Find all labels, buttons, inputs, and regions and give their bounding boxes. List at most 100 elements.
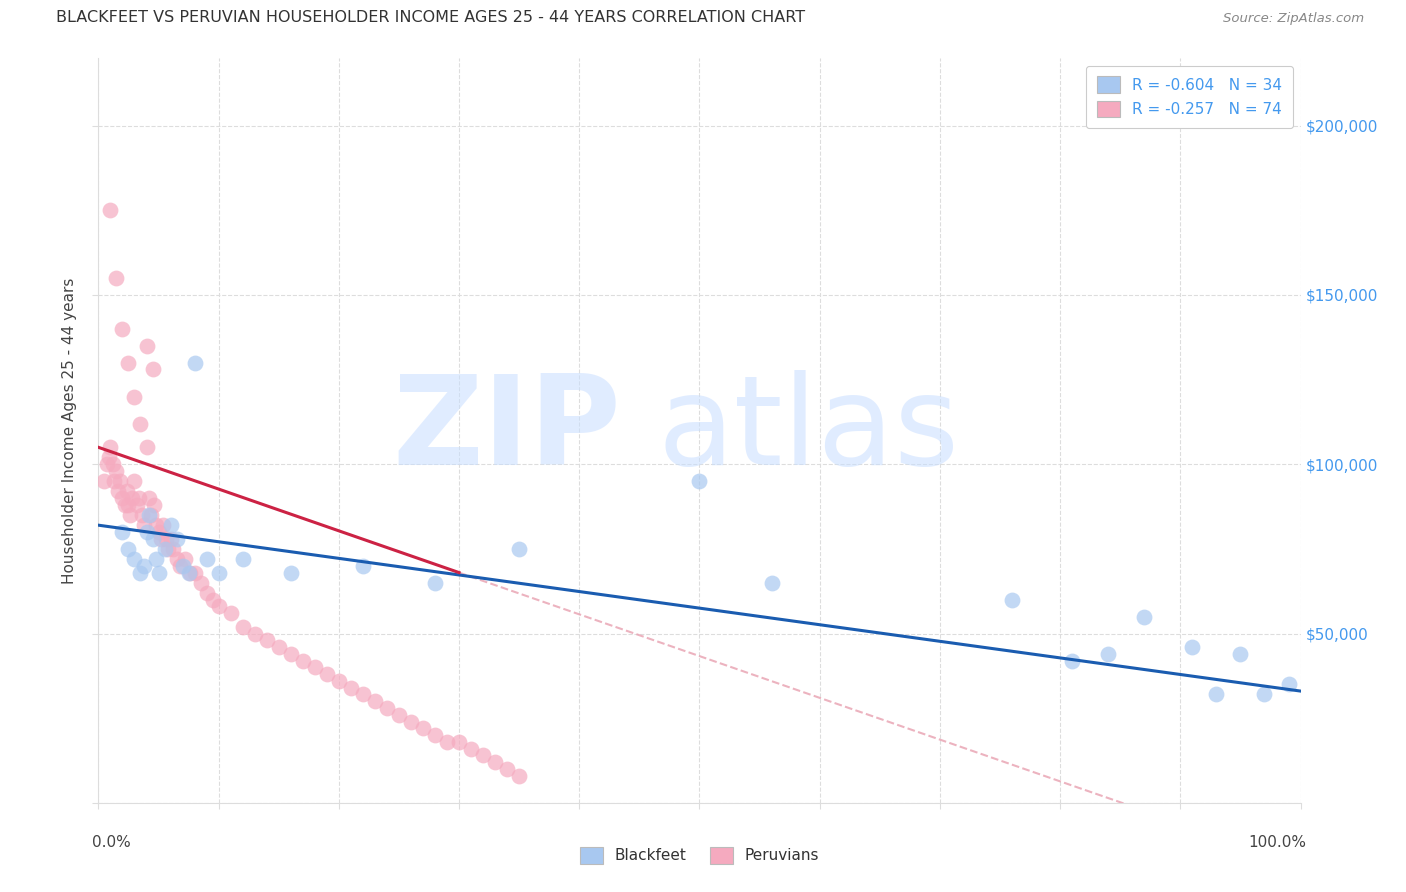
Text: Source: ZipAtlas.com: Source: ZipAtlas.com bbox=[1223, 12, 1364, 25]
Point bbox=[135, 524, 157, 539]
Point bbox=[232, 552, 254, 566]
Point bbox=[256, 633, 278, 648]
Point bbox=[166, 552, 188, 566]
Point bbox=[280, 566, 302, 580]
Point bbox=[352, 688, 374, 702]
Point bbox=[129, 417, 152, 431]
Point bbox=[423, 575, 446, 590]
Point bbox=[131, 508, 153, 522]
Point bbox=[105, 464, 128, 478]
Point bbox=[98, 450, 121, 465]
Point bbox=[340, 681, 363, 695]
Text: 100.0%: 100.0% bbox=[1249, 836, 1306, 850]
Point bbox=[423, 728, 446, 742]
Point bbox=[100, 440, 122, 454]
Point bbox=[124, 390, 146, 404]
Point bbox=[219, 606, 242, 620]
Point bbox=[472, 748, 495, 763]
Point bbox=[436, 735, 458, 749]
Point bbox=[508, 541, 530, 556]
Point bbox=[166, 532, 188, 546]
Point bbox=[1062, 654, 1084, 668]
Point bbox=[315, 667, 337, 681]
Point bbox=[141, 532, 163, 546]
Point bbox=[201, 592, 224, 607]
Point bbox=[159, 532, 181, 546]
Point bbox=[142, 498, 165, 512]
Point bbox=[352, 558, 374, 573]
Point bbox=[1097, 647, 1119, 661]
Point bbox=[1001, 592, 1024, 607]
Point bbox=[148, 566, 170, 580]
Point bbox=[114, 498, 136, 512]
Point bbox=[135, 339, 157, 353]
Point bbox=[1181, 640, 1204, 654]
Point bbox=[232, 620, 254, 634]
Point bbox=[101, 457, 124, 471]
Text: ZIP: ZIP bbox=[392, 370, 621, 491]
Point bbox=[117, 484, 139, 499]
Point bbox=[447, 735, 470, 749]
Text: BLACKFEET VS PERUVIAN HOUSEHOLDER INCOME AGES 25 - 44 YEARS CORRELATION CHART: BLACKFEET VS PERUVIAN HOUSEHOLDER INCOME… bbox=[56, 11, 806, 25]
Point bbox=[304, 660, 326, 674]
Point bbox=[169, 558, 191, 573]
Legend: Blackfeet, Peruvians: Blackfeet, Peruvians bbox=[574, 841, 825, 870]
Point bbox=[689, 474, 711, 488]
Point bbox=[117, 356, 139, 370]
Point bbox=[117, 498, 139, 512]
Point bbox=[132, 558, 155, 573]
Point bbox=[118, 508, 141, 522]
Point bbox=[190, 575, 212, 590]
Point bbox=[141, 362, 163, 376]
Point bbox=[1229, 647, 1251, 661]
Text: atlas: atlas bbox=[658, 370, 959, 491]
Point bbox=[155, 532, 177, 546]
Point bbox=[141, 508, 163, 522]
Point bbox=[195, 552, 218, 566]
Point bbox=[179, 566, 201, 580]
Point bbox=[128, 491, 150, 505]
Point bbox=[125, 498, 148, 512]
Point bbox=[183, 566, 205, 580]
Point bbox=[484, 755, 506, 769]
Point bbox=[375, 701, 398, 715]
Point bbox=[174, 552, 197, 566]
Point bbox=[111, 322, 134, 336]
Point bbox=[145, 518, 167, 533]
Point bbox=[496, 762, 519, 776]
Point bbox=[93, 474, 115, 488]
Point bbox=[460, 741, 482, 756]
Point bbox=[149, 532, 172, 546]
Point bbox=[132, 518, 155, 533]
Point bbox=[399, 714, 422, 729]
Point bbox=[243, 626, 266, 640]
Point bbox=[412, 721, 434, 735]
Point bbox=[117, 541, 139, 556]
Point bbox=[111, 524, 134, 539]
Point bbox=[388, 707, 411, 722]
Point bbox=[111, 491, 134, 505]
Y-axis label: Householder Income Ages 25 - 44 years: Householder Income Ages 25 - 44 years bbox=[62, 277, 77, 583]
Point bbox=[135, 440, 157, 454]
Point bbox=[157, 541, 180, 556]
Point bbox=[145, 552, 167, 566]
Point bbox=[108, 474, 131, 488]
Point bbox=[177, 566, 200, 580]
Point bbox=[152, 518, 174, 533]
Point bbox=[159, 518, 181, 533]
Point bbox=[208, 599, 231, 614]
Point bbox=[291, 654, 314, 668]
Point bbox=[195, 586, 218, 600]
Point bbox=[1277, 677, 1299, 691]
Point bbox=[162, 541, 184, 556]
Point bbox=[103, 474, 125, 488]
Point bbox=[138, 491, 160, 505]
Point bbox=[100, 203, 122, 218]
Point bbox=[153, 541, 176, 556]
Point bbox=[138, 508, 160, 522]
Point bbox=[267, 640, 290, 654]
Point bbox=[183, 356, 205, 370]
Point bbox=[208, 566, 231, 580]
Point bbox=[124, 552, 146, 566]
Point bbox=[280, 647, 302, 661]
